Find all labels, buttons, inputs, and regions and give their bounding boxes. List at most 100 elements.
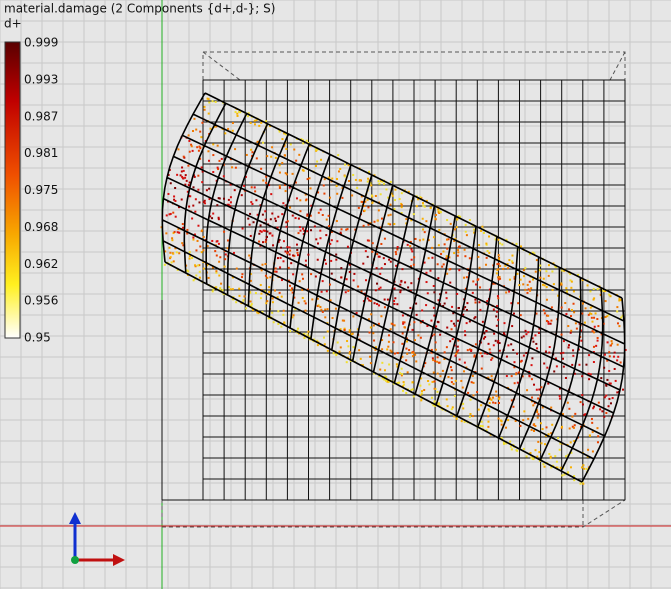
damage-point [479,308,482,311]
damage-point [480,367,483,370]
damage-point [376,219,379,222]
damage-point [306,214,309,217]
damage-point [387,222,390,225]
damage-point [393,324,396,327]
damage-point [579,425,582,428]
damage-point [565,287,568,290]
damage-point [498,275,501,278]
damage-point [492,308,495,311]
damage-point [186,232,189,235]
damage-point [294,181,297,184]
damage-point [485,256,488,259]
damage-point [219,288,222,291]
damage-point [431,256,434,259]
damage-point [616,359,619,362]
damage-point [345,228,348,231]
damage-point [203,108,206,111]
damage-point [494,402,497,405]
damage-point [479,352,482,355]
damage-point [338,350,341,353]
damage-point [452,322,455,325]
damage-point [252,221,255,224]
damage-point [232,251,235,254]
damage-point [167,192,170,195]
damage-point [173,230,176,233]
damage-point [537,440,540,443]
damage-point [550,466,553,469]
damage-point [265,238,268,241]
damage-point [539,394,542,397]
damage-point [592,407,595,410]
damage-point [485,429,488,432]
damage-point [220,282,223,285]
damage-point [180,198,183,201]
damage-point [361,364,364,367]
damage-point [378,287,381,290]
damage-point [524,288,527,291]
damage-point [464,306,467,309]
damage-point [456,350,459,353]
damage-point [405,347,408,350]
damage-point [190,143,193,146]
damage-point [191,129,194,132]
damage-point [366,198,369,201]
damage-point [421,217,424,220]
damage-point [524,329,527,332]
damage-point [608,382,611,385]
damage-point [339,346,342,349]
damage-point [236,112,239,115]
damage-point [264,218,267,221]
damage-point [201,181,204,184]
damage-point [310,204,313,207]
damage-point [386,298,389,301]
damage-point [611,397,614,400]
damage-point [362,300,365,303]
damage-point [516,381,519,384]
damage-point [543,312,546,315]
damage-point [430,396,433,399]
damage-point [244,175,247,178]
damage-point [186,269,189,272]
damage-point [581,375,584,378]
damage-point [193,277,196,280]
damage-point [405,222,408,225]
damage-point [427,257,430,260]
damage-point [556,466,559,469]
damage-point [368,299,371,302]
damage-point [262,179,265,182]
damage-point [442,263,445,266]
damage-point [510,399,513,402]
damage-point [340,267,343,270]
damage-point [463,420,466,423]
damage-point [383,182,386,185]
damage-point [238,287,241,290]
damage-point [373,302,376,305]
damage-point [441,369,444,372]
damage-point [297,327,300,330]
damage-point [436,403,439,406]
damage-point [280,246,283,249]
damage-point [592,287,595,290]
damage-point [181,223,184,226]
damage-point [421,319,424,322]
damage-point [480,404,483,407]
damage-point [378,304,381,307]
damage-point [485,242,488,245]
damage-point [411,388,414,391]
damage-point [261,263,264,266]
damage-point [425,281,428,284]
damage-point [212,212,215,215]
damage-point [324,308,327,311]
damage-point [301,277,304,280]
damage-point [348,331,351,334]
damage-point [325,234,328,237]
damage-point [401,268,404,271]
damage-point [511,254,514,257]
damage-point [319,237,322,240]
damage-point [284,250,287,253]
damage-point [374,194,377,197]
damage-point [402,381,405,384]
damage-point [563,269,566,272]
damage-point [348,351,351,354]
damage-point [208,187,211,190]
